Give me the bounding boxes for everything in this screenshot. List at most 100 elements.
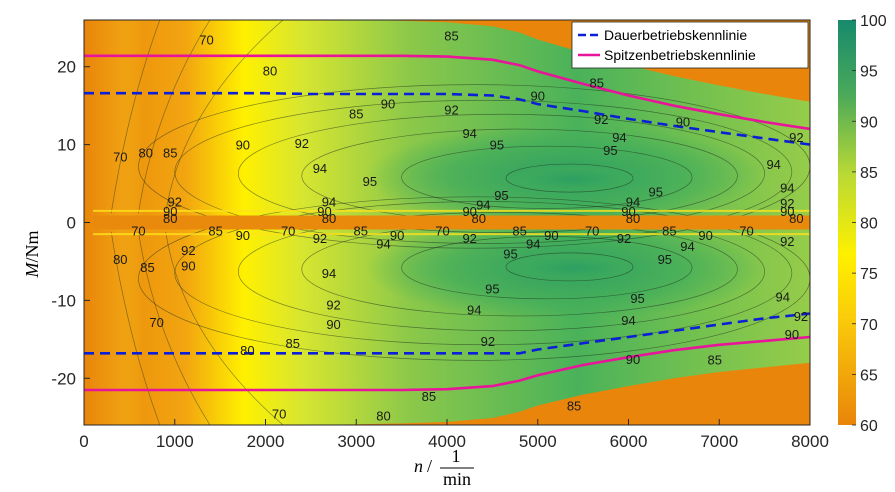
contour-label: 94 bbox=[322, 194, 336, 209]
contour-label: 70 bbox=[113, 149, 127, 164]
contour-label: 70 bbox=[272, 406, 286, 421]
contour-label: 85 bbox=[512, 223, 526, 238]
y-axis-label: M/Nm bbox=[22, 230, 42, 278]
contour-label: 92 bbox=[462, 231, 476, 246]
contour-label: 94 bbox=[612, 130, 626, 145]
contour-label: 94 bbox=[467, 303, 481, 318]
contour-label: 70 bbox=[131, 223, 145, 238]
x-axis-label-var: n bbox=[414, 456, 423, 476]
contour-label: 94 bbox=[680, 239, 694, 254]
contour-label: 94 bbox=[476, 198, 490, 213]
contour-label: 70 bbox=[199, 32, 213, 47]
contour-label: 94 bbox=[776, 289, 790, 304]
contour-label: 92 bbox=[780, 234, 794, 249]
x-axis-label-numerator: 1 bbox=[452, 446, 461, 466]
contour-label: 85 bbox=[354, 223, 368, 238]
contour-label: 92 bbox=[794, 309, 808, 324]
contour-line bbox=[110, 20, 161, 214]
contour-label: 90 bbox=[381, 96, 395, 111]
contour-label: 90 bbox=[621, 204, 635, 219]
contour-label: 94 bbox=[766, 157, 780, 172]
colorbar-gradient bbox=[838, 20, 856, 425]
contour-line bbox=[138, 196, 810, 361]
y-tick-label: 10 bbox=[57, 136, 76, 155]
contour-label: 80 bbox=[138, 145, 152, 160]
contour-label: 90 bbox=[390, 228, 404, 243]
contour-line bbox=[174, 201, 793, 346]
contour-label: 95 bbox=[490, 138, 504, 153]
contour-label: 85 bbox=[590, 75, 604, 90]
y-axis-label-var: M bbox=[22, 262, 42, 279]
efficiency-lobe bbox=[492, 250, 656, 285]
contour-label: 90 bbox=[626, 352, 640, 367]
contour-line bbox=[165, 231, 284, 425]
contour-label: 94 bbox=[626, 194, 640, 209]
contour-label: 85 bbox=[567, 399, 581, 414]
x-axis-label-denominator: min bbox=[443, 469, 471, 489]
colorbar-tick-label: 100 bbox=[860, 13, 887, 30]
y-tick-label: 20 bbox=[57, 58, 76, 77]
legend-box bbox=[571, 21, 809, 69]
contour-label: 92 bbox=[481, 334, 495, 349]
contour-label: 85 bbox=[140, 260, 154, 275]
contour-label: 95 bbox=[503, 247, 517, 262]
x-axis-label: n / 1 min bbox=[414, 446, 474, 489]
contour-label: 95 bbox=[658, 252, 672, 267]
x-tick-label: 6000 bbox=[610, 432, 648, 451]
contour-label: 94 bbox=[526, 237, 540, 252]
contour-label: 92 bbox=[444, 103, 458, 118]
contour-label: 80 bbox=[113, 252, 127, 267]
legend-label: Dauerbetriebskennlinie bbox=[604, 27, 747, 43]
contour-line bbox=[505, 252, 634, 282]
contour-label: 95 bbox=[630, 291, 644, 306]
series-line bbox=[84, 312, 810, 355]
y-tick-label: -20 bbox=[51, 369, 76, 388]
contour-label: 80 bbox=[789, 211, 803, 226]
contour-label: 85 bbox=[208, 223, 222, 238]
contour-line bbox=[138, 20, 211, 214]
contour-label: 95 bbox=[603, 143, 617, 158]
contour-label: 94 bbox=[621, 313, 635, 328]
legend-label: Spitzenbetriebskennlinie bbox=[604, 47, 756, 63]
contour-label: 94 bbox=[376, 237, 390, 252]
contour-label: 80 bbox=[472, 211, 486, 226]
contour-label: 80 bbox=[263, 64, 277, 79]
contour-label: 85 bbox=[285, 336, 299, 351]
contour-line bbox=[174, 99, 793, 244]
contour-label: 90 bbox=[317, 204, 331, 219]
colorbar-tick-label: 70 bbox=[860, 317, 878, 334]
colorbar-ticks: 60 65 70 75 80 85 90 95 100 bbox=[852, 13, 887, 435]
contour-label: 92 bbox=[789, 130, 803, 145]
contour-label: 80 bbox=[626, 211, 640, 226]
contour-label: 92 bbox=[617, 231, 631, 246]
y-tick-label: 0 bbox=[67, 214, 76, 233]
contour-label: 92 bbox=[168, 194, 182, 209]
contour-label: 90 bbox=[676, 114, 690, 129]
x-tick-label: 8000 bbox=[791, 432, 829, 451]
colorbar-tick-label: 85 bbox=[860, 165, 878, 182]
colorbar-tick-label: 75 bbox=[860, 266, 878, 283]
contour-label: 85 bbox=[444, 29, 458, 44]
contour-label: 90 bbox=[163, 204, 177, 219]
contour-label: 94 bbox=[313, 161, 327, 176]
contour-label: 70 bbox=[585, 223, 599, 238]
contour-label: 95 bbox=[363, 174, 377, 189]
zero-torque-stripe bbox=[93, 215, 810, 230]
contour-line bbox=[165, 20, 284, 214]
contour-label: 92 bbox=[326, 297, 340, 312]
contour-label: 85 bbox=[707, 353, 721, 368]
contour-label: 80 bbox=[322, 211, 336, 226]
contour-label: 95 bbox=[648, 184, 662, 199]
contour-label: 90 bbox=[326, 317, 340, 332]
contour-line bbox=[110, 231, 161, 425]
contour-label: 94 bbox=[322, 266, 336, 281]
y-axis-label-slash: / bbox=[22, 257, 42, 262]
x-tick-label: 7000 bbox=[700, 432, 738, 451]
contour-label: 90 bbox=[181, 258, 195, 273]
contour-label: 80 bbox=[240, 343, 254, 358]
efficiency-lobe bbox=[492, 162, 656, 197]
contour-label: 90 bbox=[780, 204, 794, 219]
colorbar-tick-label: 90 bbox=[860, 114, 878, 131]
contour-label: 70 bbox=[739, 223, 753, 238]
contour-line bbox=[401, 145, 693, 209]
